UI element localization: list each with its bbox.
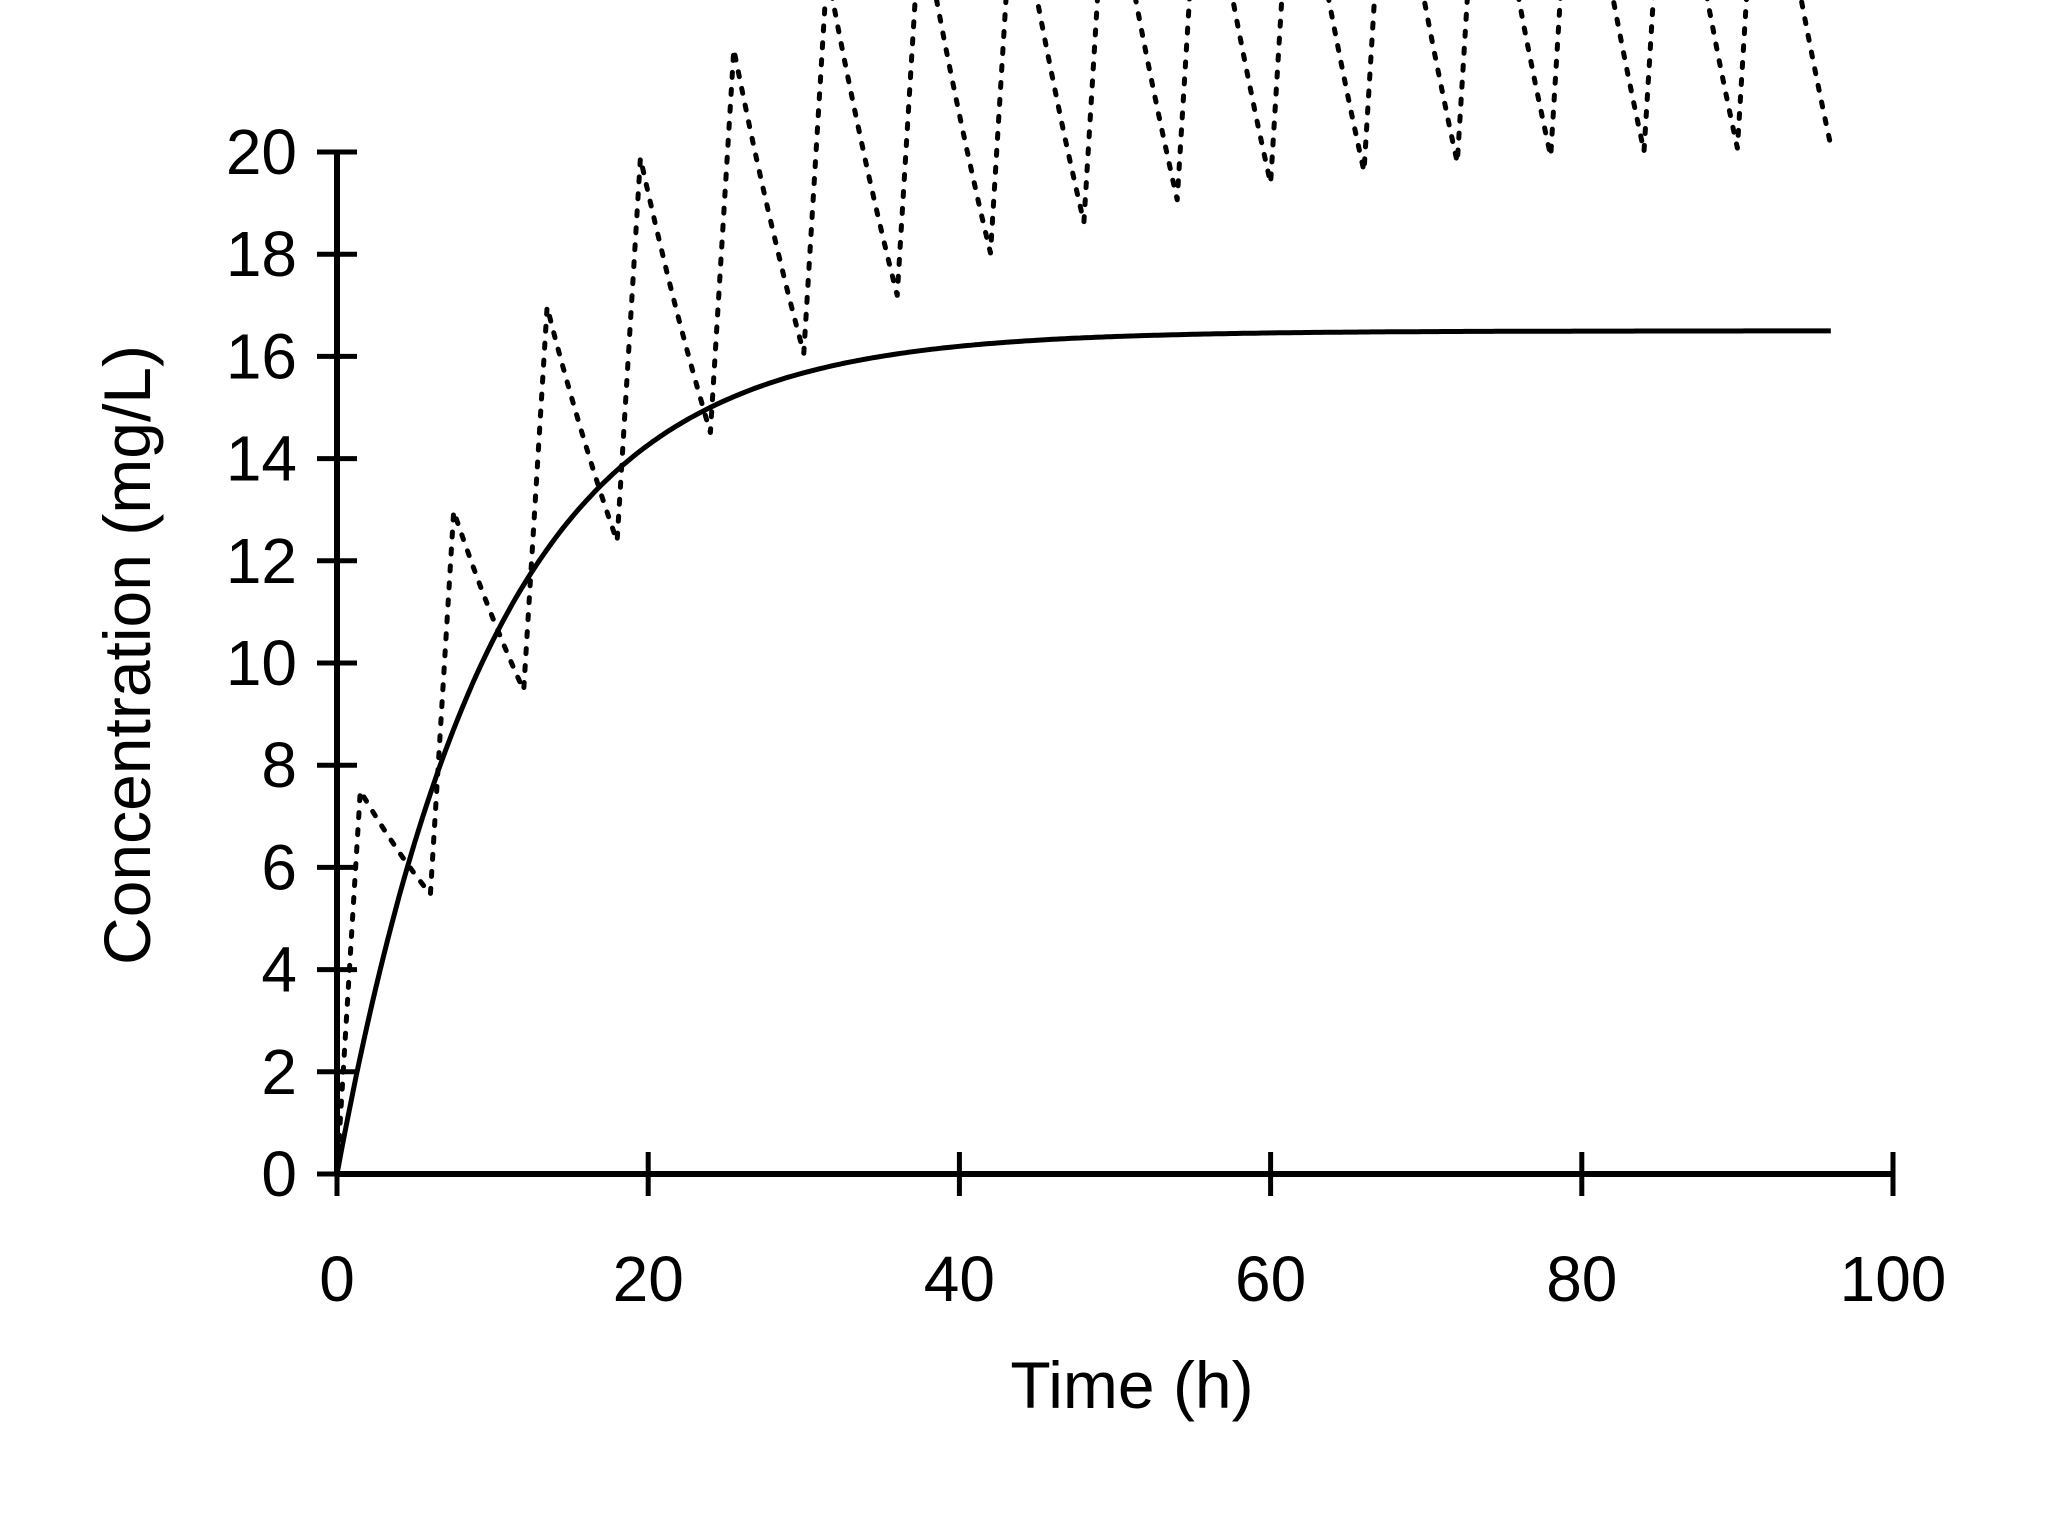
- y-tick-label: 14: [226, 423, 297, 495]
- y-tick-label: 0: [261, 1138, 297, 1210]
- x-axis-ticks: 0 20 40 60 80 100: [319, 1152, 1946, 1315]
- y-tick-label: 18: [226, 218, 297, 290]
- intermittent-dosing-curve: [334, 0, 1834, 1177]
- y-axis-title: Concentration (mg/L): [90, 345, 164, 965]
- y-tick-label: 4: [261, 934, 297, 1006]
- y-tick-label: 12: [226, 525, 297, 597]
- x-tick-label: 40: [924, 1243, 995, 1315]
- y-tick-label: 6: [261, 831, 297, 903]
- y-tick-label: 2: [261, 1036, 297, 1108]
- x-tick-label: 100: [1840, 1243, 1947, 1315]
- infusion-curve: [334, 328, 1831, 1175]
- y-tick-label: 10: [226, 627, 297, 699]
- x-tick-label: 0: [319, 1243, 355, 1315]
- x-tick-label: 80: [1546, 1243, 1617, 1315]
- x-axis-title: Time (h): [1010, 1348, 1253, 1422]
- y-tick-label: 8: [261, 729, 297, 801]
- y-tick-label: 20: [226, 116, 297, 188]
- x-tick-label: 60: [1235, 1243, 1306, 1315]
- series-layer: [334, 0, 1834, 1177]
- x-tick-label: 20: [613, 1243, 684, 1315]
- y-tick-label: 16: [226, 320, 297, 392]
